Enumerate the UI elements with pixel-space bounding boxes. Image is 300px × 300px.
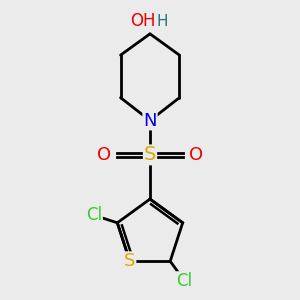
Text: S: S [144,146,156,164]
Text: N: N [143,112,157,130]
Text: Cl: Cl [86,206,102,224]
Text: H: H [157,14,168,29]
Text: Cl: Cl [177,272,193,290]
Text: OH: OH [130,12,156,30]
Text: S: S [124,252,136,270]
Text: O: O [97,146,111,164]
Text: O: O [189,146,203,164]
